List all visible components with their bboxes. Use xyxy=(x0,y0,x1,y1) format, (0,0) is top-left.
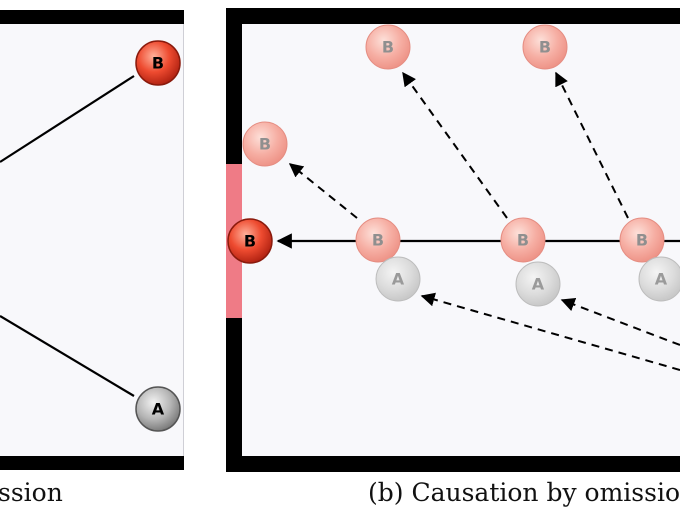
ball-b-faded: B xyxy=(355,217,401,263)
ball-label: A xyxy=(655,270,668,289)
panel-b-caption: (b) Causation by omissio xyxy=(368,478,680,507)
ball-label: B xyxy=(259,135,271,154)
ball-label: B xyxy=(636,231,648,250)
counterfactual-arrow-a xyxy=(560,297,680,346)
ball-label: B xyxy=(244,232,256,251)
ball-label: B xyxy=(539,38,551,57)
counterfactual-arrow-b xyxy=(402,71,508,219)
ball-a-faded: A xyxy=(375,256,421,302)
panel-b-left-wall-upper xyxy=(226,8,242,164)
ball-label: A xyxy=(392,270,405,289)
panel-a-top-wall xyxy=(0,10,184,24)
trajectory-line-to-a xyxy=(0,315,135,397)
ball-label: B xyxy=(372,231,384,250)
counterfactual-arrow-b xyxy=(288,163,358,219)
ball-label: A xyxy=(152,400,165,419)
panel-a-bottom-wall xyxy=(0,456,184,470)
panel-a: B A xyxy=(0,10,184,470)
ball-b-faded: B xyxy=(522,24,568,70)
ball-b: B xyxy=(135,40,181,86)
ball-b: B xyxy=(227,218,273,264)
panel-b-bottom-wall xyxy=(226,456,680,472)
trajectory-line-to-b xyxy=(0,75,135,163)
ball-label: A xyxy=(532,275,545,294)
ball-b-faded: B xyxy=(365,24,411,70)
ball-label: B xyxy=(152,54,164,73)
ball-a-faded: A xyxy=(638,256,680,302)
panel-a-caption: ssion xyxy=(0,478,63,507)
counterfactual-arrow-a xyxy=(420,292,680,371)
panel-b-left-wall-lower xyxy=(226,318,242,472)
ball-b-faded: B xyxy=(500,217,546,263)
ball-label: B xyxy=(382,38,394,57)
panel-b-top-wall xyxy=(226,8,680,24)
panel-b: B B B B B B B A xyxy=(226,8,680,472)
ball-b-faded: B xyxy=(619,217,665,263)
ball-label: B xyxy=(517,231,529,250)
ball-a: A xyxy=(135,386,181,432)
ball-a-faded: A xyxy=(515,261,561,307)
ball-b-faded: B xyxy=(242,121,288,167)
panel-a-right-border xyxy=(183,24,184,456)
